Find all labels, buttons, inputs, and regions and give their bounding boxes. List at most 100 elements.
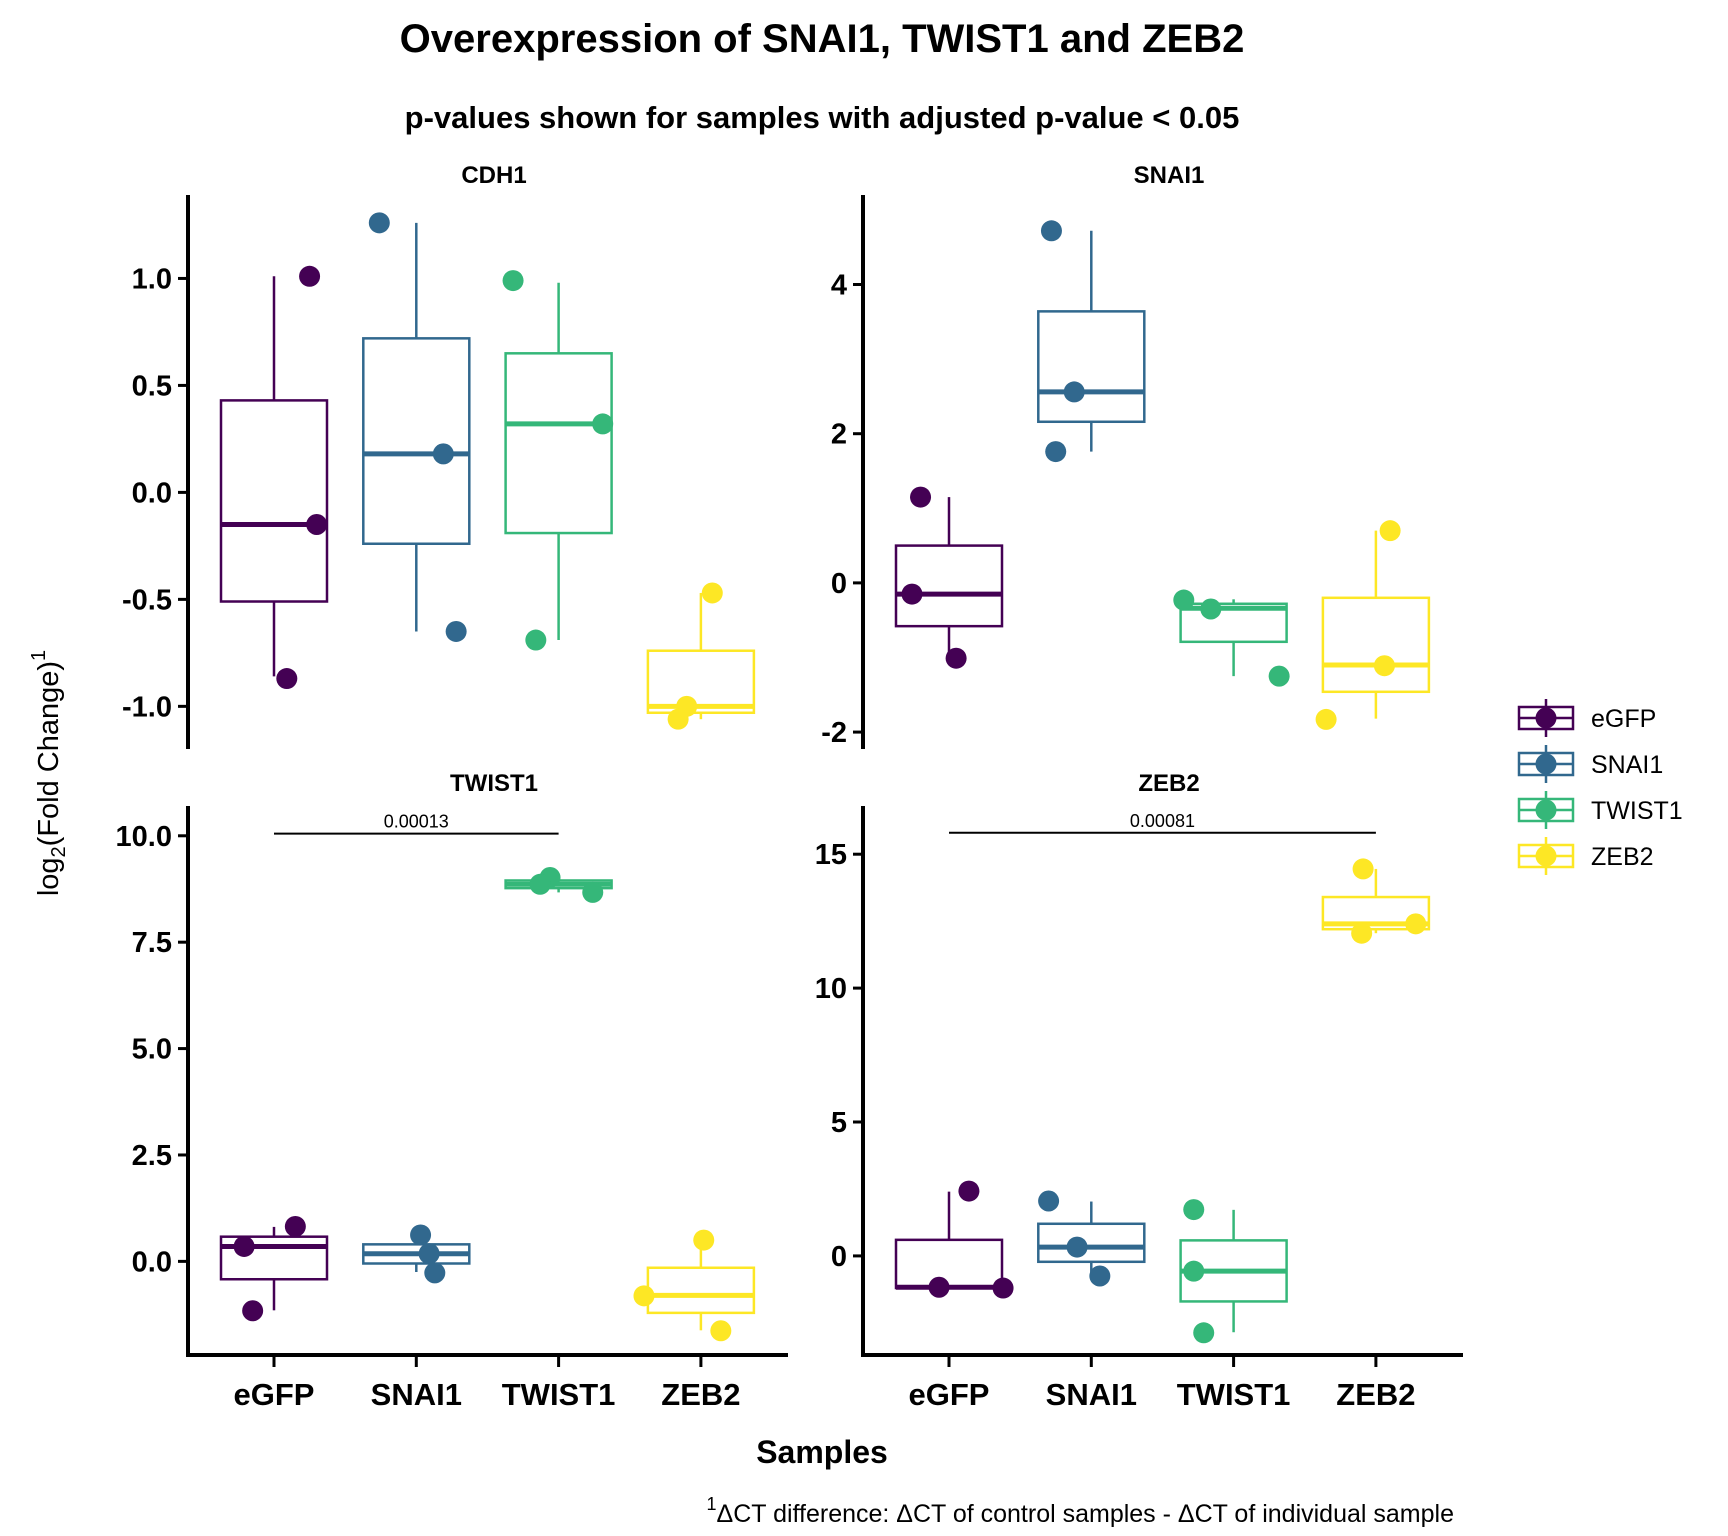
- box-zeb2: [646, 1240, 756, 1331]
- point-egfp: [992, 1277, 1014, 1299]
- panel-zeb2: ZEB2 0 5 10 15 eGFP SNAI1 TWIST1 ZEB2 0.00081: [815, 770, 1463, 1412]
- box-iqr: [894, 544, 1004, 628]
- y-tick-label: 10: [815, 973, 847, 1005]
- legend: eGFP SNAI1 TWIST1 ZEB2: [1517, 699, 1683, 875]
- box-egfp: [219, 276, 329, 677]
- point-egfp: [958, 1180, 980, 1202]
- point-snai1: [1063, 381, 1085, 403]
- legend-item-zeb2: ZEB2: [1517, 837, 1654, 875]
- y-tick-label: 2.5: [132, 1140, 172, 1172]
- box-iqr: [504, 352, 613, 535]
- y-tick-label: 0: [831, 568, 847, 600]
- y-tick-label: 5.0: [132, 1034, 172, 1066]
- box-iqr: [219, 1235, 329, 1281]
- y-axis-label-main: (Fold Change): [33, 661, 65, 846]
- y-axis-label-subscript: 2: [48, 846, 70, 857]
- y-tick-label: 0.0: [132, 1246, 172, 1278]
- box-snai1: [362, 222, 471, 632]
- point-snai1: [1089, 1265, 1111, 1287]
- box-twist1: [1179, 599, 1288, 677]
- point-zeb2: [710, 1320, 732, 1342]
- legend-key-point: [1535, 707, 1557, 729]
- y-tick-label: 0.5: [132, 370, 172, 402]
- x-tick-label: eGFP: [234, 1377, 315, 1412]
- panel-title: CDH1: [461, 162, 526, 189]
- point-egfp: [242, 1300, 264, 1322]
- legend-label: eGFP: [1591, 705, 1656, 733]
- box-iqr: [646, 1266, 756, 1315]
- y-tick-label: -0.5: [122, 584, 172, 616]
- y-tick-label: 0.0: [132, 477, 172, 509]
- p-value-label: 0.00013: [384, 812, 449, 832]
- box-twist1: [504, 282, 613, 641]
- point-snai1: [1066, 1236, 1088, 1258]
- point-egfp: [928, 1276, 950, 1298]
- box-zeb2: [1321, 530, 1431, 719]
- point-snai1: [1045, 441, 1067, 463]
- panel-title: TWIST1: [450, 770, 538, 797]
- facet-panels: CDH1-1.0-0.50.00.51.0SNAI1-2024TWIST10.0…: [116, 162, 1463, 1412]
- box-snai1: [1037, 1201, 1146, 1276]
- point-egfp: [299, 265, 321, 287]
- box-iqr: [1321, 596, 1431, 694]
- point-zeb2: [1352, 858, 1374, 880]
- box-egfp: [894, 497, 1004, 658]
- point-zeb2: [701, 582, 723, 604]
- chart-subtitle: p-values shown for samples with adjusted…: [405, 100, 1240, 135]
- y-tick-label: 7.5: [132, 927, 172, 959]
- y-tick-label: 2: [831, 419, 847, 451]
- box-iqr: [1037, 310, 1146, 424]
- box-zeb2: [646, 592, 756, 720]
- x-tick-label: SNAI1: [371, 1377, 462, 1412]
- caption: 1ΔCT difference: ΔCT of control samples …: [707, 1494, 1454, 1528]
- point-twist1: [1193, 1322, 1215, 1344]
- point-snai1: [424, 1262, 446, 1284]
- box-iqr: [1037, 1222, 1146, 1264]
- point-twist1: [502, 270, 524, 292]
- point-snai1: [1040, 220, 1062, 242]
- box-snai1: [1037, 230, 1146, 452]
- box-egfp: [894, 1191, 1004, 1290]
- legend-key-point: [1535, 799, 1557, 821]
- point-snai1: [368, 212, 390, 234]
- point-twist1: [582, 881, 604, 903]
- point-zeb2: [1405, 913, 1427, 935]
- legend-key-point: [1535, 845, 1557, 867]
- y-tick-label: -1.0: [122, 691, 172, 723]
- panel-twist1: TWIST1 0.0 2.5 5.0 7.5 10.0 eGFP SNAI1 TWIST1 ZEB…: [116, 770, 788, 1412]
- y-tick-label: -2: [821, 717, 847, 749]
- y-axis-label-prefix: log: [33, 857, 65, 896]
- point-egfp: [901, 583, 923, 605]
- legend-item-egfp: eGFP: [1517, 699, 1656, 737]
- point-zeb2: [1351, 922, 1373, 944]
- point-zeb2: [693, 1229, 715, 1251]
- y-tick-label: 15: [815, 839, 847, 871]
- point-egfp: [233, 1235, 255, 1257]
- y-tick-label: 0: [831, 1241, 847, 1273]
- point-egfp: [276, 668, 298, 690]
- point-snai1: [445, 620, 467, 642]
- point-snai1: [410, 1224, 432, 1246]
- caption-superscript: 1: [707, 1494, 717, 1514]
- y-tick-label: 1.0: [132, 263, 172, 295]
- point-egfp: [306, 513, 328, 535]
- x-tick-label: eGFP: [909, 1377, 990, 1412]
- point-twist1: [1200, 598, 1222, 620]
- point-zeb2: [1373, 655, 1395, 677]
- box-iqr: [1321, 895, 1431, 931]
- point-twist1: [529, 873, 551, 895]
- panel-cdh1: CDH1 -1.0 -0.5 0.0 0.5 1.0: [122, 162, 756, 749]
- legend-label: SNAI1: [1591, 751, 1663, 779]
- x-tick-label: ZEB2: [1336, 1377, 1415, 1412]
- point-snai1: [432, 443, 454, 465]
- y-tick-label: 10.0: [116, 821, 172, 853]
- point-twist1: [1183, 1260, 1205, 1282]
- p-value-label: 0.00081: [1130, 811, 1195, 831]
- y-tick-label: 5: [831, 1107, 847, 1139]
- panel-title: SNAI1: [1134, 162, 1205, 189]
- point-zeb2: [667, 708, 689, 730]
- x-tick-label: TWIST1: [1177, 1377, 1291, 1412]
- point-snai1: [418, 1243, 440, 1265]
- caption-text: ΔCT difference: ΔCT of control samples -…: [717, 1500, 1454, 1528]
